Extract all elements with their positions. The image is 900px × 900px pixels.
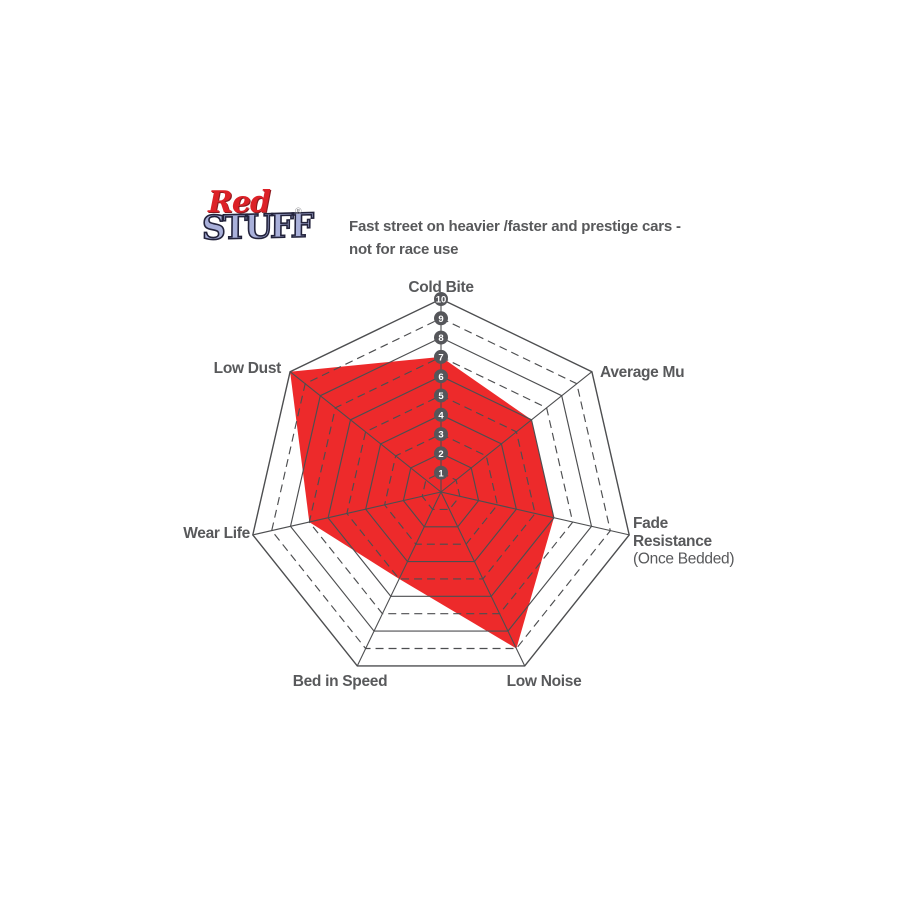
axis-label-average-mu: Average Mu — [600, 364, 684, 381]
axis-label-cold-bite: Cold Bite — [408, 279, 474, 296]
registered-trademark-icon: ® — [295, 206, 302, 216]
grid-ring-1 — [421, 472, 461, 510]
scale-badge-label-4: 4 — [438, 410, 444, 421]
scale-badge-label-2: 2 — [438, 449, 443, 460]
scale-badge-2 — [434, 446, 448, 461]
axis-sublabel-fade-resistance: (Once Bedded) — [633, 551, 734, 568]
grid-ring-6 — [327, 375, 555, 597]
scale-badge-8 — [434, 330, 448, 345]
tagline-line-1: Fast street on heavier /faster and prest… — [349, 218, 681, 235]
redstuff-logo: Red STUFF ® — [201, 188, 312, 262]
scale-badge-9 — [434, 311, 448, 326]
grid-ring-9 — [271, 317, 611, 650]
axis-spoke-wear-life — [252, 491, 442, 536]
axis-spoke-bed-in-speed — [356, 491, 442, 667]
product-tagline: Fast street on heavier /faster and prest… — [349, 216, 689, 261]
axis-label-fade-resistance: Fade Resistance (Once Bedded) — [633, 515, 734, 568]
scale-badge-3 — [434, 427, 448, 442]
scale-badge-6 — [434, 369, 448, 384]
scale-badge-4 — [434, 407, 448, 422]
grid-ring-4 — [365, 414, 517, 563]
grid-ring-7 — [308, 356, 574, 615]
grid-ring-2 — [402, 452, 480, 528]
axis-label-low-noise: Low Noise — [507, 673, 582, 690]
axis-label-low-dust: Low Dust — [214, 360, 281, 377]
scale-badge-label-1: 1 — [438, 468, 444, 479]
grid-ring-3 — [383, 433, 499, 545]
scale-badge-10 — [434, 292, 448, 306]
scale-badge-label-6: 6 — [438, 372, 443, 383]
scale-badge-label-5: 5 — [438, 391, 444, 402]
scale-badge-label-7: 7 — [438, 353, 443, 364]
scale-badge-label-10: 10 — [436, 295, 447, 306]
axis-spoke-average-mu — [440, 371, 593, 493]
scale-badge-label-8: 8 — [438, 333, 443, 344]
logo-word-red: Red — [208, 185, 271, 220]
tagline-line-2: not for race use — [349, 240, 459, 258]
data-polygon — [290, 356, 554, 649]
axis-spoke-low-noise — [440, 491, 526, 667]
scale-badge-label-3: 3 — [438, 430, 443, 441]
scale-badge-1 — [434, 465, 448, 480]
axis-label-bed-in-speed: Bed in Speed — [293, 673, 388, 690]
axis-spoke-fade-resistance — [440, 491, 630, 536]
grid-ring-5 — [346, 394, 536, 580]
axis-spoke-low-dust — [289, 371, 442, 493]
grid-ring-8 — [289, 336, 593, 632]
scale-badge-label-9: 9 — [438, 314, 443, 325]
axis-label-wear-life: Wear Life — [183, 525, 250, 542]
grid-ring-10 — [252, 298, 630, 667]
scale-badge-5 — [434, 388, 448, 403]
scale-badge-7 — [434, 349, 448, 364]
